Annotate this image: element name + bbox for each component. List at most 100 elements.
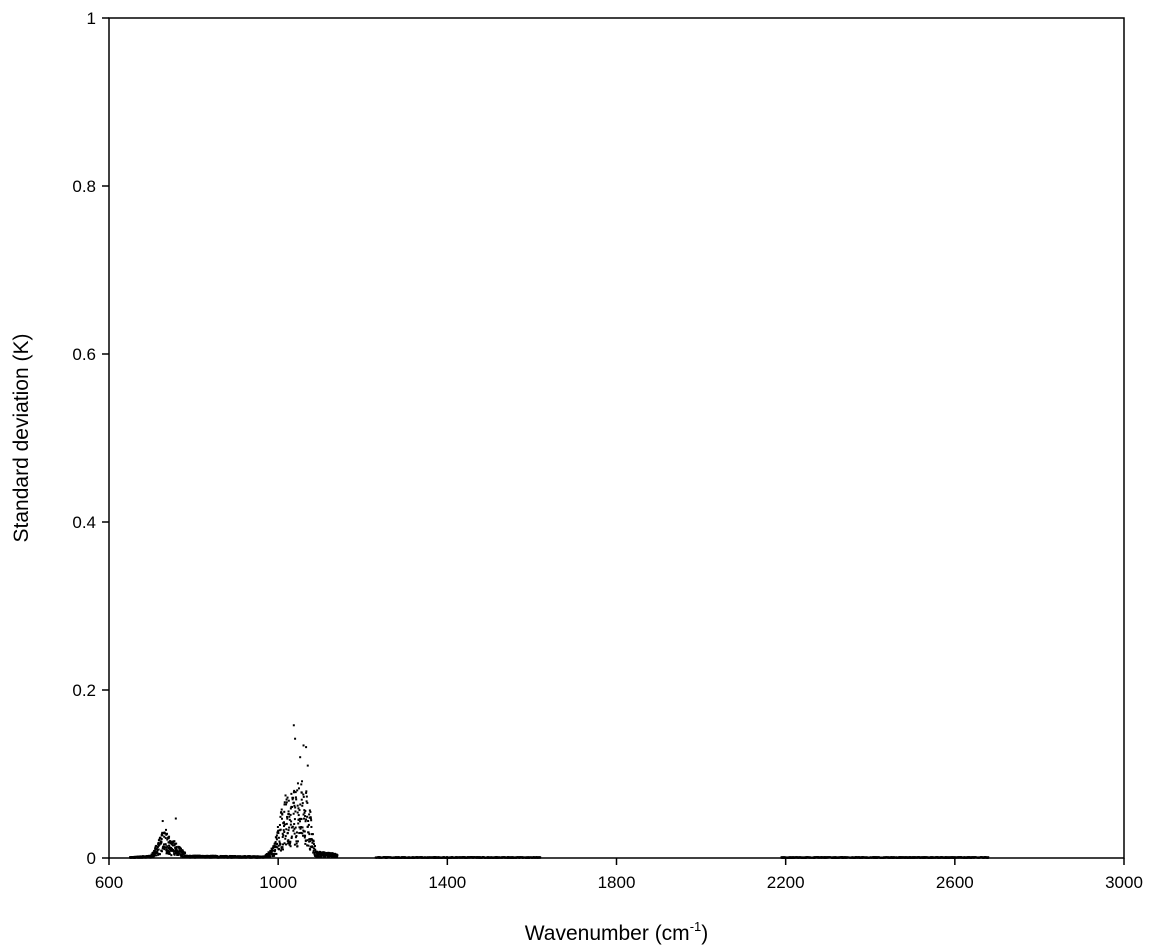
data-point [305, 790, 308, 793]
data-point [171, 848, 174, 851]
y-tick-label: 0.2 [72, 681, 96, 700]
data-point [291, 825, 294, 828]
data-point [306, 815, 309, 818]
data-point [158, 843, 161, 846]
data-point [176, 852, 179, 855]
data-point [298, 832, 301, 835]
data-point [317, 853, 320, 856]
data-point [303, 809, 306, 812]
data-point [273, 846, 276, 849]
data-point [311, 833, 314, 836]
data-point [276, 846, 279, 849]
data-point [156, 848, 159, 851]
data-point [284, 823, 287, 826]
y-axis-title: Standard deviation (K) [10, 334, 33, 543]
data-point [280, 808, 283, 811]
data-point [273, 854, 276, 857]
data-point [165, 852, 168, 855]
data-point [285, 798, 288, 801]
data-point [179, 854, 182, 857]
data-point [290, 792, 293, 795]
data-point [274, 841, 277, 844]
data-point [170, 854, 173, 857]
data-point [302, 795, 305, 798]
data-point [327, 853, 330, 856]
data-point [302, 744, 305, 747]
data-point [309, 817, 312, 820]
data-point [280, 811, 283, 814]
data-point [150, 853, 153, 856]
data-point [161, 834, 164, 837]
data-point [276, 830, 279, 833]
data-point [178, 852, 181, 855]
data-point [294, 810, 297, 813]
data-point [294, 796, 297, 799]
data-point [172, 850, 175, 853]
data-point [289, 813, 292, 816]
data-point [296, 782, 299, 785]
data-point [285, 822, 288, 825]
data-point [265, 853, 268, 856]
data-point [266, 855, 269, 858]
data-point [176, 849, 179, 852]
data-point [168, 835, 171, 838]
data-point [294, 826, 297, 829]
data-point [307, 831, 310, 834]
data-point [289, 807, 292, 810]
data-point [305, 818, 308, 821]
data-point [452, 856, 455, 859]
data-point [281, 846, 284, 849]
y-tick-label: 0.4 [72, 513, 96, 532]
data-point [170, 842, 173, 845]
data-point [810, 856, 813, 859]
data-point [286, 832, 289, 835]
data-point [167, 852, 170, 855]
data-point [297, 818, 300, 821]
data-point [156, 851, 159, 854]
data-point [306, 844, 309, 847]
data-point [303, 817, 306, 820]
data-point [312, 843, 315, 846]
data-point [288, 818, 291, 821]
data-point [894, 856, 897, 859]
data-point [168, 850, 171, 853]
data-point [279, 849, 282, 852]
data-point [175, 842, 178, 845]
data-point [155, 844, 158, 847]
data-point [281, 843, 284, 846]
data-point [278, 848, 281, 851]
data-point [324, 855, 327, 858]
data-point [409, 856, 412, 859]
data-point [323, 852, 326, 855]
data-point [283, 825, 286, 828]
data-point [164, 843, 167, 846]
data-point [304, 839, 307, 842]
data-point [289, 845, 292, 848]
data-point [169, 846, 172, 849]
data-point [166, 845, 169, 848]
data-point [287, 829, 290, 832]
data-point [153, 854, 156, 857]
data-point [293, 823, 296, 826]
data-point [314, 848, 317, 851]
data-point [166, 838, 169, 841]
data-point [288, 826, 291, 829]
data-point [299, 827, 302, 830]
data-point [519, 856, 522, 859]
data-point [160, 840, 163, 843]
data-point [272, 853, 275, 856]
data-point [987, 856, 990, 859]
data-point [164, 837, 167, 840]
data-point [274, 842, 277, 845]
data-point [294, 737, 297, 740]
data-point [312, 840, 315, 843]
data-point [304, 820, 307, 823]
data-point [278, 829, 281, 832]
data-point [168, 852, 171, 855]
data-point [281, 836, 284, 839]
data-point [303, 836, 306, 839]
data-point [300, 791, 303, 794]
data-point [292, 796, 295, 799]
data-point [301, 804, 304, 807]
